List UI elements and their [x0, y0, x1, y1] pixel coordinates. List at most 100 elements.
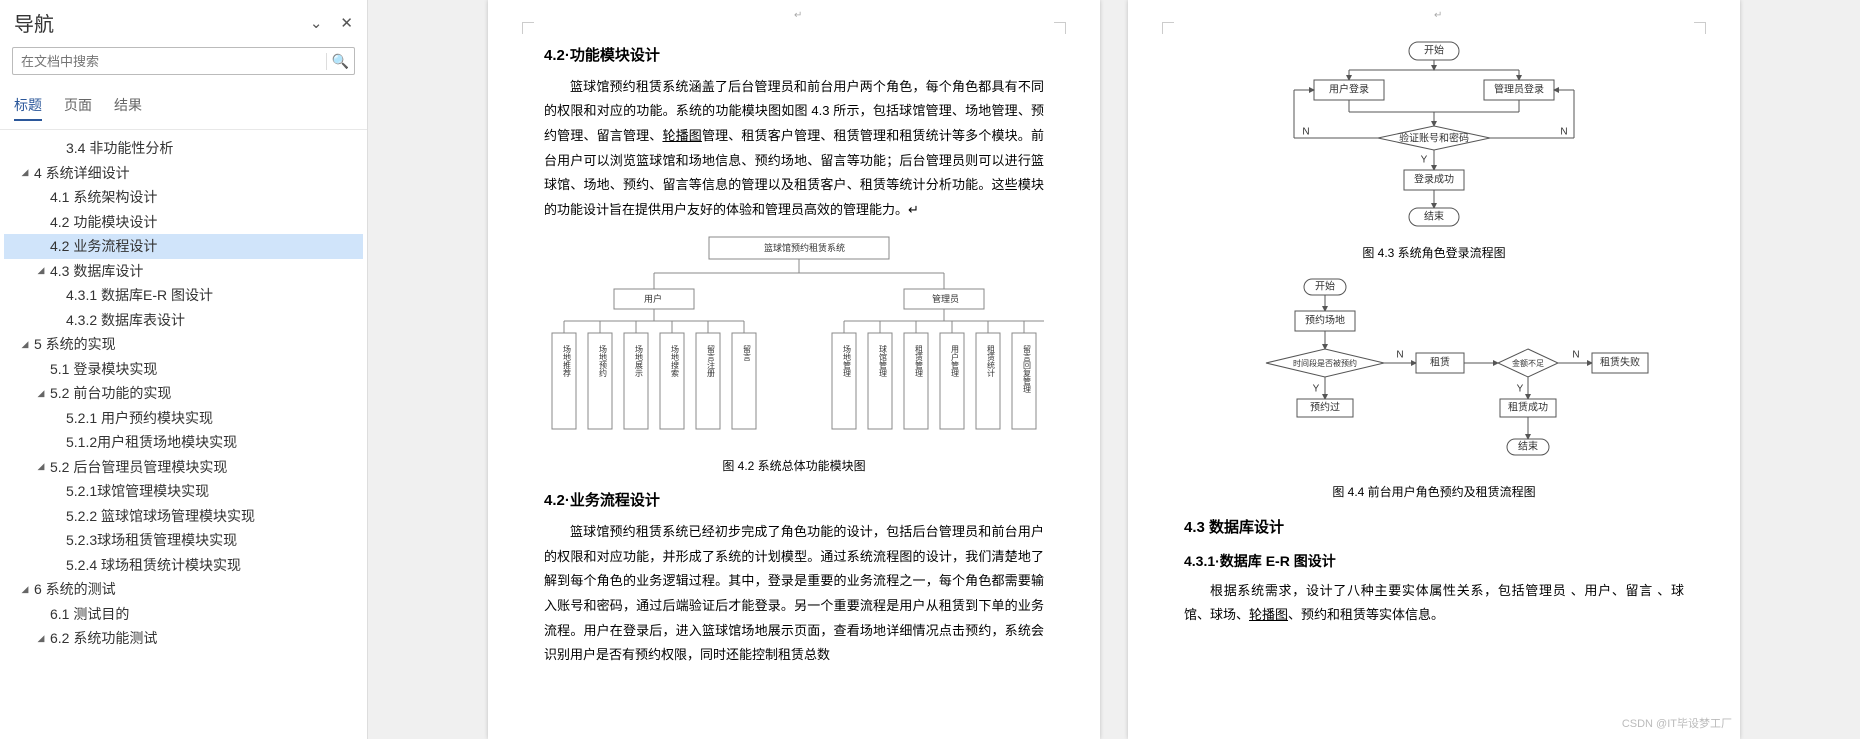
svg-text:时间段是否被预约: 时间段是否被预约 — [1293, 358, 1357, 368]
caret-icon: ◢ — [34, 388, 48, 399]
svg-text:用户: 用户 — [644, 293, 662, 304]
outline-label: 6.2 系统功能测试 — [50, 628, 157, 648]
outline-item[interactable]: 5.2.4 球场租赁统计模块实现 — [4, 553, 363, 578]
outline-item[interactable]: 5.2.3球场租赁管理模块实现 — [4, 528, 363, 553]
figure-caption-42: 图 4.2 系统总体功能模块图 — [544, 455, 1044, 478]
outline-label: 4.2 业务流程设计 — [50, 236, 157, 256]
svg-text:租赁成功: 租赁成功 — [1508, 400, 1548, 413]
margin-mark — [1162, 22, 1174, 34]
watermark: CSDN @IT毕设梦工厂 — [1622, 714, 1732, 735]
caret-icon: ◢ — [18, 167, 32, 178]
outline-item[interactable]: 3.4 非功能性分析 — [4, 136, 363, 161]
svg-text:开始: 开始 — [1424, 44, 1444, 57]
svg-text:用户登录: 用户登录 — [1329, 83, 1369, 96]
document-area: ↵ 4.2·功能模块设计 篮球馆预约租赁系统涵盖了后台管理员和前台用户两个角色，… — [368, 0, 1860, 739]
nav-header: 导航 ⌄ ✕ — [0, 0, 367, 43]
svg-text:Y: Y — [1421, 155, 1428, 166]
tab-结果[interactable]: 结果 — [114, 91, 142, 121]
navigation-panel: 导航 ⌄ ✕ 🔍 标题页面结果 3.4 非功能性分析◢4 系统详细设计4.1 系… — [0, 0, 368, 739]
outline-item[interactable]: 5.1 登录模块实现 — [4, 357, 363, 382]
outline-item[interactable]: 4.2 业务流程设计 — [4, 234, 363, 259]
outline-label: 4.2 功能模块设计 — [50, 212, 157, 232]
outline-label: 4.3.1 数据库E-R 图设计 — [66, 285, 213, 305]
heading-4-2b: 4.2·业务流程设计 — [544, 487, 1044, 516]
svg-text:金额不足: 金额不足 — [1512, 358, 1544, 368]
svg-text:留言回复管理: 留言回复管理 — [1023, 344, 1032, 393]
svg-text:留言: 留言 — [743, 344, 752, 362]
paragraph-4-3-1: 根据系统需求，设计了八种主要实体属性关系，包括管理员 、用户、留言 、球馆、球场… — [1184, 579, 1684, 628]
svg-text:租赁管理: 租赁管理 — [915, 345, 924, 377]
caret-icon: ◢ — [18, 339, 32, 350]
svg-text:场地搜索: 场地搜索 — [671, 345, 680, 377]
para-mark: ↵ — [794, 6, 802, 25]
nav-tabs: 标题页面结果 — [0, 83, 367, 130]
svg-text:验证账号和密码: 验证账号和密码 — [1399, 132, 1469, 145]
outline-item[interactable]: 6.1 测试目的 — [4, 602, 363, 627]
outline-label: 4.3.2 数据库表设计 — [66, 310, 185, 330]
figure-caption-44: 图 4.4 前台用户角色预约及租赁流程图 — [1184, 481, 1684, 504]
svg-text:N: N — [1302, 127, 1309, 138]
outline-label: 6 系统的测试 — [34, 579, 116, 599]
search-input[interactable] — [13, 54, 326, 69]
nav-title: 导航 — [14, 8, 54, 37]
svg-text:N: N — [1572, 349, 1579, 360]
outline-item[interactable]: 5.2.1球馆管理模块实现 — [4, 479, 363, 504]
page-2: ↵ 开始 用户登录 管理员登录 验证账号和密码 Y N N 登录成功 结束 图 … — [1128, 0, 1740, 739]
svg-text:登录成功: 登录成功 — [1414, 173, 1454, 186]
caret-icon: ◢ — [34, 265, 48, 276]
outline-item[interactable]: ◢6 系统的测试 — [4, 577, 363, 602]
close-icon[interactable]: ✕ — [340, 14, 353, 32]
paragraph-4-2b: 篮球馆预约租赁系统已经初步完成了角色功能的设计，包括后台管理员和前台用户的权限和… — [544, 520, 1044, 668]
outline-label: 5.1 登录模块实现 — [50, 359, 157, 379]
svg-text:租赁失败: 租赁失败 — [1600, 355, 1640, 368]
paragraph-4-2: 篮球馆预约租赁系统涵盖了后台管理员和前台用户两个角色，每个角色都具有不同的权限和… — [544, 75, 1044, 223]
margin-mark — [1054, 22, 1066, 34]
outline-label: 5.2.1 用户预约模块实现 — [66, 408, 213, 428]
svg-text:预约过: 预约过 — [1310, 400, 1340, 413]
page-1: ↵ 4.2·功能模块设计 篮球馆预约租赁系统涵盖了后台管理员和前台用户两个角色，… — [488, 0, 1100, 739]
outline-item[interactable]: 4.1 系统架构设计 — [4, 185, 363, 210]
outline-item[interactable]: ◢5.2 前台功能的实现 — [4, 381, 363, 406]
svg-text:留言注册: 留言注册 — [707, 344, 716, 378]
outline-item[interactable]: 4.3.2 数据库表设计 — [4, 308, 363, 333]
caret-icon: ◢ — [34, 461, 48, 472]
outline-label: 5.2 后台管理员管理模块实现 — [50, 457, 227, 477]
tab-页面[interactable]: 页面 — [64, 91, 92, 121]
svg-text:N: N — [1396, 349, 1403, 360]
outline-label: 5.2.2 篮球馆球场管理模块实现 — [66, 506, 255, 526]
svg-text:开始: 开始 — [1315, 279, 1335, 292]
svg-text:管理员登录: 管理员登录 — [1494, 83, 1544, 96]
outline-label: 5.2 前台功能的实现 — [50, 383, 171, 403]
tab-标题[interactable]: 标题 — [14, 91, 42, 121]
outline-label: 5.1.2用户租赁场地模块实现 — [66, 432, 237, 452]
outline-item[interactable]: ◢4.3 数据库设计 — [4, 259, 363, 284]
flowchart-rental: 开始 预约场地 时间段是否被预约 Y 预约过 N 租赁 金额不足 N 租赁失败 … — [1204, 275, 1664, 475]
svg-text:结束: 结束 — [1518, 439, 1538, 452]
para-mark: ↵ — [1434, 6, 1442, 25]
outline-item[interactable]: ◢5 系统的实现 — [4, 332, 363, 357]
outline-label: 4.3 数据库设计 — [50, 261, 143, 281]
heading-4-3: 4.3 数据库设计 — [1184, 514, 1684, 543]
svg-text:Y: Y — [1517, 383, 1524, 394]
heading-4-2a: 4.2·功能模块设计 — [544, 42, 1044, 71]
chevron-down-icon[interactable]: ⌄ — [310, 14, 323, 32]
outline-item[interactable]: ◢4 系统详细设计 — [4, 161, 363, 186]
svg-text:租赁: 租赁 — [1430, 355, 1450, 368]
outline-item[interactable]: ◢5.2 后台管理员管理模块实现 — [4, 455, 363, 480]
svg-text:场地预约: 场地预约 — [599, 345, 608, 378]
figure-caption-43: 图 4.3 系统角色登录流程图 — [1184, 242, 1684, 265]
search-icon[interactable]: 🔍 — [326, 53, 354, 70]
outline-item[interactable]: 4.2 功能模块设计 — [4, 210, 363, 235]
caret-icon: ◢ — [34, 633, 48, 644]
outline-item[interactable]: 5.2.2 篮球馆球场管理模块实现 — [4, 504, 363, 529]
outline-item[interactable]: 4.3.1 数据库E-R 图设计 — [4, 283, 363, 308]
outline-item[interactable]: 5.2.1 用户预约模块实现 — [4, 406, 363, 431]
outline-item[interactable]: ◢6.2 系统功能测试 — [4, 626, 363, 651]
svg-text:用户管理: 用户管理 — [951, 345, 960, 377]
outline-item[interactable]: 5.1.2用户租赁场地模块实现 — [4, 430, 363, 455]
svg-text:租赁统计: 租赁统计 — [987, 345, 996, 378]
margin-mark — [522, 22, 534, 34]
flowchart-login: 开始 用户登录 管理员登录 验证账号和密码 Y N N 登录成功 结束 — [1244, 36, 1624, 236]
svg-text:预约场地: 预约场地 — [1305, 313, 1345, 326]
svg-text:球馆管理: 球馆管理 — [879, 344, 888, 377]
